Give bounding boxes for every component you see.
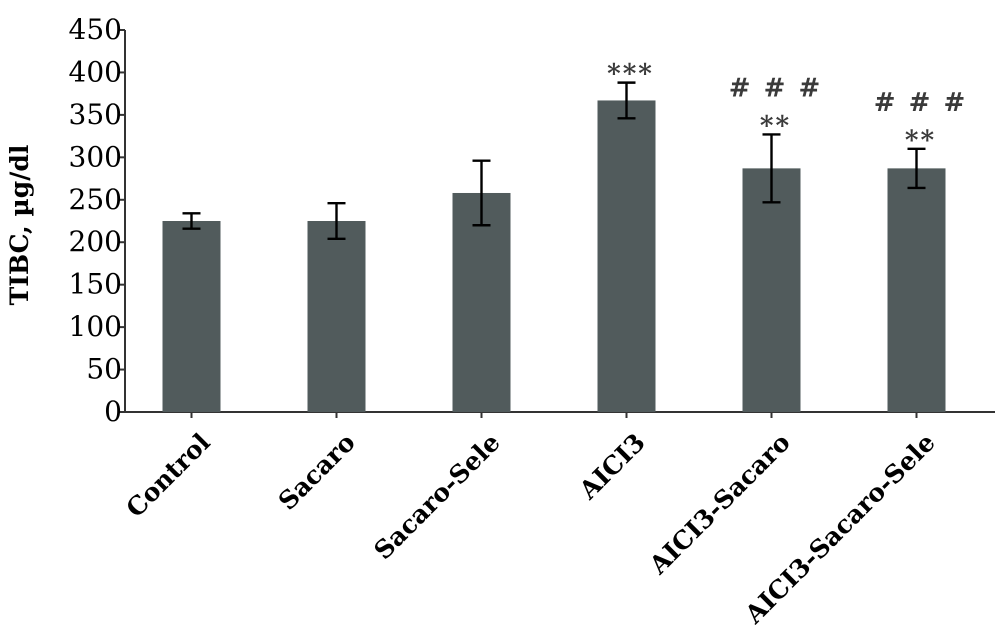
bar [307,221,366,412]
bar [742,168,801,412]
category-label: Sacaro [273,428,361,516]
y-tick-label: 250 [69,183,122,216]
error-bars [182,81,926,241]
y-tick-label: 50 [86,353,122,386]
error-bar [762,133,781,204]
significance-marker: # # # [874,88,967,118]
category-label: Sacaro-Sele [368,428,505,565]
y-tick-label: 450 [69,13,122,46]
significance-marker: ** [760,111,791,141]
y-axis: 0 50 100 150 200 250 300 350 400 450 [69,13,126,428]
y-tick-label: 200 [69,225,122,258]
y-tick-label: 100 [69,310,122,343]
significance-marks: *****# # #**# # # [607,60,967,156]
error-bar [617,81,636,120]
category-label: AICI3-Sacaro [643,428,796,581]
bar [452,192,511,412]
y-tick-label: 300 [69,140,122,173]
category-labels: Control Sacaro Sacaro-Sele AICI3AICI3-Sacar… [121,428,941,628]
error-bar [472,159,491,227]
significance-marker: ** [905,126,936,156]
bar [162,221,221,412]
error-bar [327,201,346,241]
y-axis-title: TIBC, µg/dl [5,145,34,306]
significance-marker: # # # [729,73,822,103]
x-axis [125,411,995,418]
category-label: AICI3 [573,428,651,506]
category-label: Control [121,428,216,523]
y-tick-label: 350 [69,98,122,131]
y-tick-label: 0 [104,395,122,428]
y-tick-label: 150 [69,268,122,301]
bar [887,168,946,412]
error-bar [182,212,201,230]
bars [162,100,946,413]
significance-marker: *** [607,60,654,90]
error-bar [907,147,926,190]
y-tick-label: 400 [69,55,122,88]
bar [597,100,656,413]
